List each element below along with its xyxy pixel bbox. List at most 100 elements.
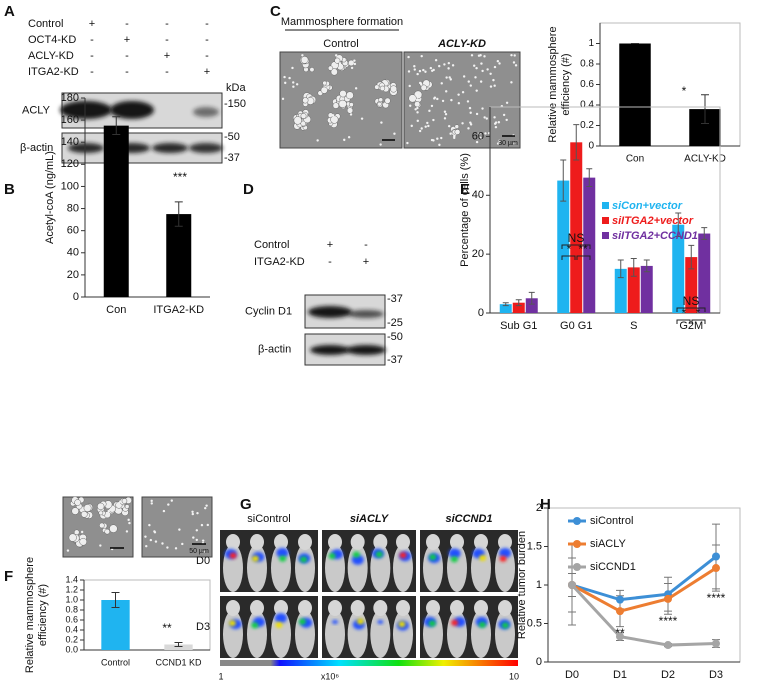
cell-clump [71, 507, 79, 515]
x-tick-label: S [630, 320, 637, 332]
cell [413, 68, 416, 71]
cell [153, 531, 157, 534]
point [664, 594, 672, 603]
cell [167, 503, 170, 506]
row-label: Control [28, 18, 63, 30]
sign: + [363, 256, 369, 268]
legend-label: siControl [590, 515, 633, 527]
cell [161, 542, 164, 545]
cell [316, 139, 319, 142]
cell [441, 99, 445, 103]
cell [512, 61, 516, 64]
cell [432, 68, 435, 72]
signal [332, 620, 338, 624]
cell [447, 124, 451, 128]
cell-clump [377, 101, 382, 107]
cell-clump [320, 86, 328, 94]
signal [356, 618, 364, 625]
cell-clump [420, 84, 427, 91]
row-label: Control [254, 239, 289, 251]
y-tick-label: 0 [478, 307, 484, 319]
mouse-head [328, 600, 342, 616]
sign: + [204, 66, 210, 78]
signal [298, 618, 306, 625]
signal [276, 547, 289, 558]
cell-clump [334, 57, 341, 64]
y-tick-label: 20 [67, 269, 79, 281]
legend-label: siCCND1 [590, 561, 636, 573]
cell [475, 112, 479, 116]
signal [251, 555, 259, 562]
significance-bracket [676, 319, 691, 324]
cell [353, 62, 357, 66]
error-bar [502, 302, 509, 307]
marker-label: -150 [224, 98, 246, 110]
y-tick-label: 0 [588, 141, 594, 152]
cell [418, 81, 422, 85]
cell [479, 80, 483, 83]
y-tick-label: 1.0 [65, 594, 78, 604]
mouse [295, 544, 315, 592]
cell [505, 118, 508, 122]
cell-clump [408, 94, 417, 103]
cell [457, 102, 461, 105]
signal [274, 613, 287, 624]
point [616, 607, 624, 616]
error-bar [174, 201, 183, 227]
colorbar-label: x10⁶ [321, 671, 340, 681]
cell [420, 127, 423, 130]
cell-clump [302, 97, 309, 104]
cell [447, 61, 451, 65]
cell [514, 64, 518, 67]
column-label: siACLY [350, 513, 390, 525]
cell [438, 143, 441, 147]
y-tick-label: 80 [67, 202, 79, 214]
cell [413, 65, 416, 68]
cell-clump [348, 102, 354, 108]
micrograph [141, 496, 213, 558]
x-tick-label: D2 [661, 669, 675, 681]
annotation: ** [615, 626, 625, 640]
mouse-head [250, 600, 264, 616]
cell [150, 502, 153, 505]
y-axis-label: Relative mammosphere [547, 26, 559, 142]
y-tick-label: 1.4 [65, 574, 78, 584]
cell-clump [293, 116, 302, 125]
legend-swatch [602, 232, 609, 239]
cell [80, 539, 84, 542]
point [712, 639, 720, 648]
cell-clump [330, 68, 338, 76]
bar [570, 142, 583, 313]
cell [162, 509, 166, 513]
cell [443, 110, 447, 113]
mouse [423, 544, 443, 592]
signal [478, 621, 486, 628]
sign: - [165, 66, 169, 78]
blot-band [189, 143, 223, 153]
cell [409, 104, 412, 107]
cell [478, 132, 481, 135]
panel-label: E [460, 181, 470, 198]
y-tick-label: 1.5 [527, 540, 542, 552]
signal [279, 555, 287, 562]
mouse-head [498, 534, 512, 550]
annotation: *** [173, 170, 187, 184]
cell [201, 539, 205, 542]
cell [148, 523, 151, 527]
cell [475, 140, 479, 144]
sign: + [124, 34, 130, 46]
x-tick-label: Control [101, 657, 130, 667]
cell-clump [327, 65, 334, 71]
cell-clump [322, 80, 328, 86]
mouse-head [274, 600, 288, 616]
legend-label: siACLY [590, 538, 627, 550]
cell [473, 64, 476, 67]
x-tick-label: Con [106, 304, 126, 316]
cell [436, 97, 439, 101]
cell [479, 54, 482, 57]
error-bar [617, 259, 624, 279]
blot-band [110, 101, 154, 119]
error-bar [111, 592, 120, 608]
cell [438, 64, 441, 68]
cell [502, 113, 506, 117]
